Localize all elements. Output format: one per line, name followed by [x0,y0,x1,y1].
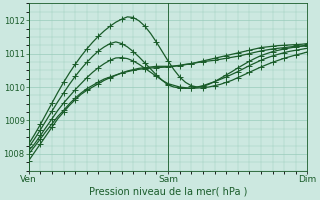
X-axis label: Pression niveau de la mer( hPa ): Pression niveau de la mer( hPa ) [89,187,247,197]
